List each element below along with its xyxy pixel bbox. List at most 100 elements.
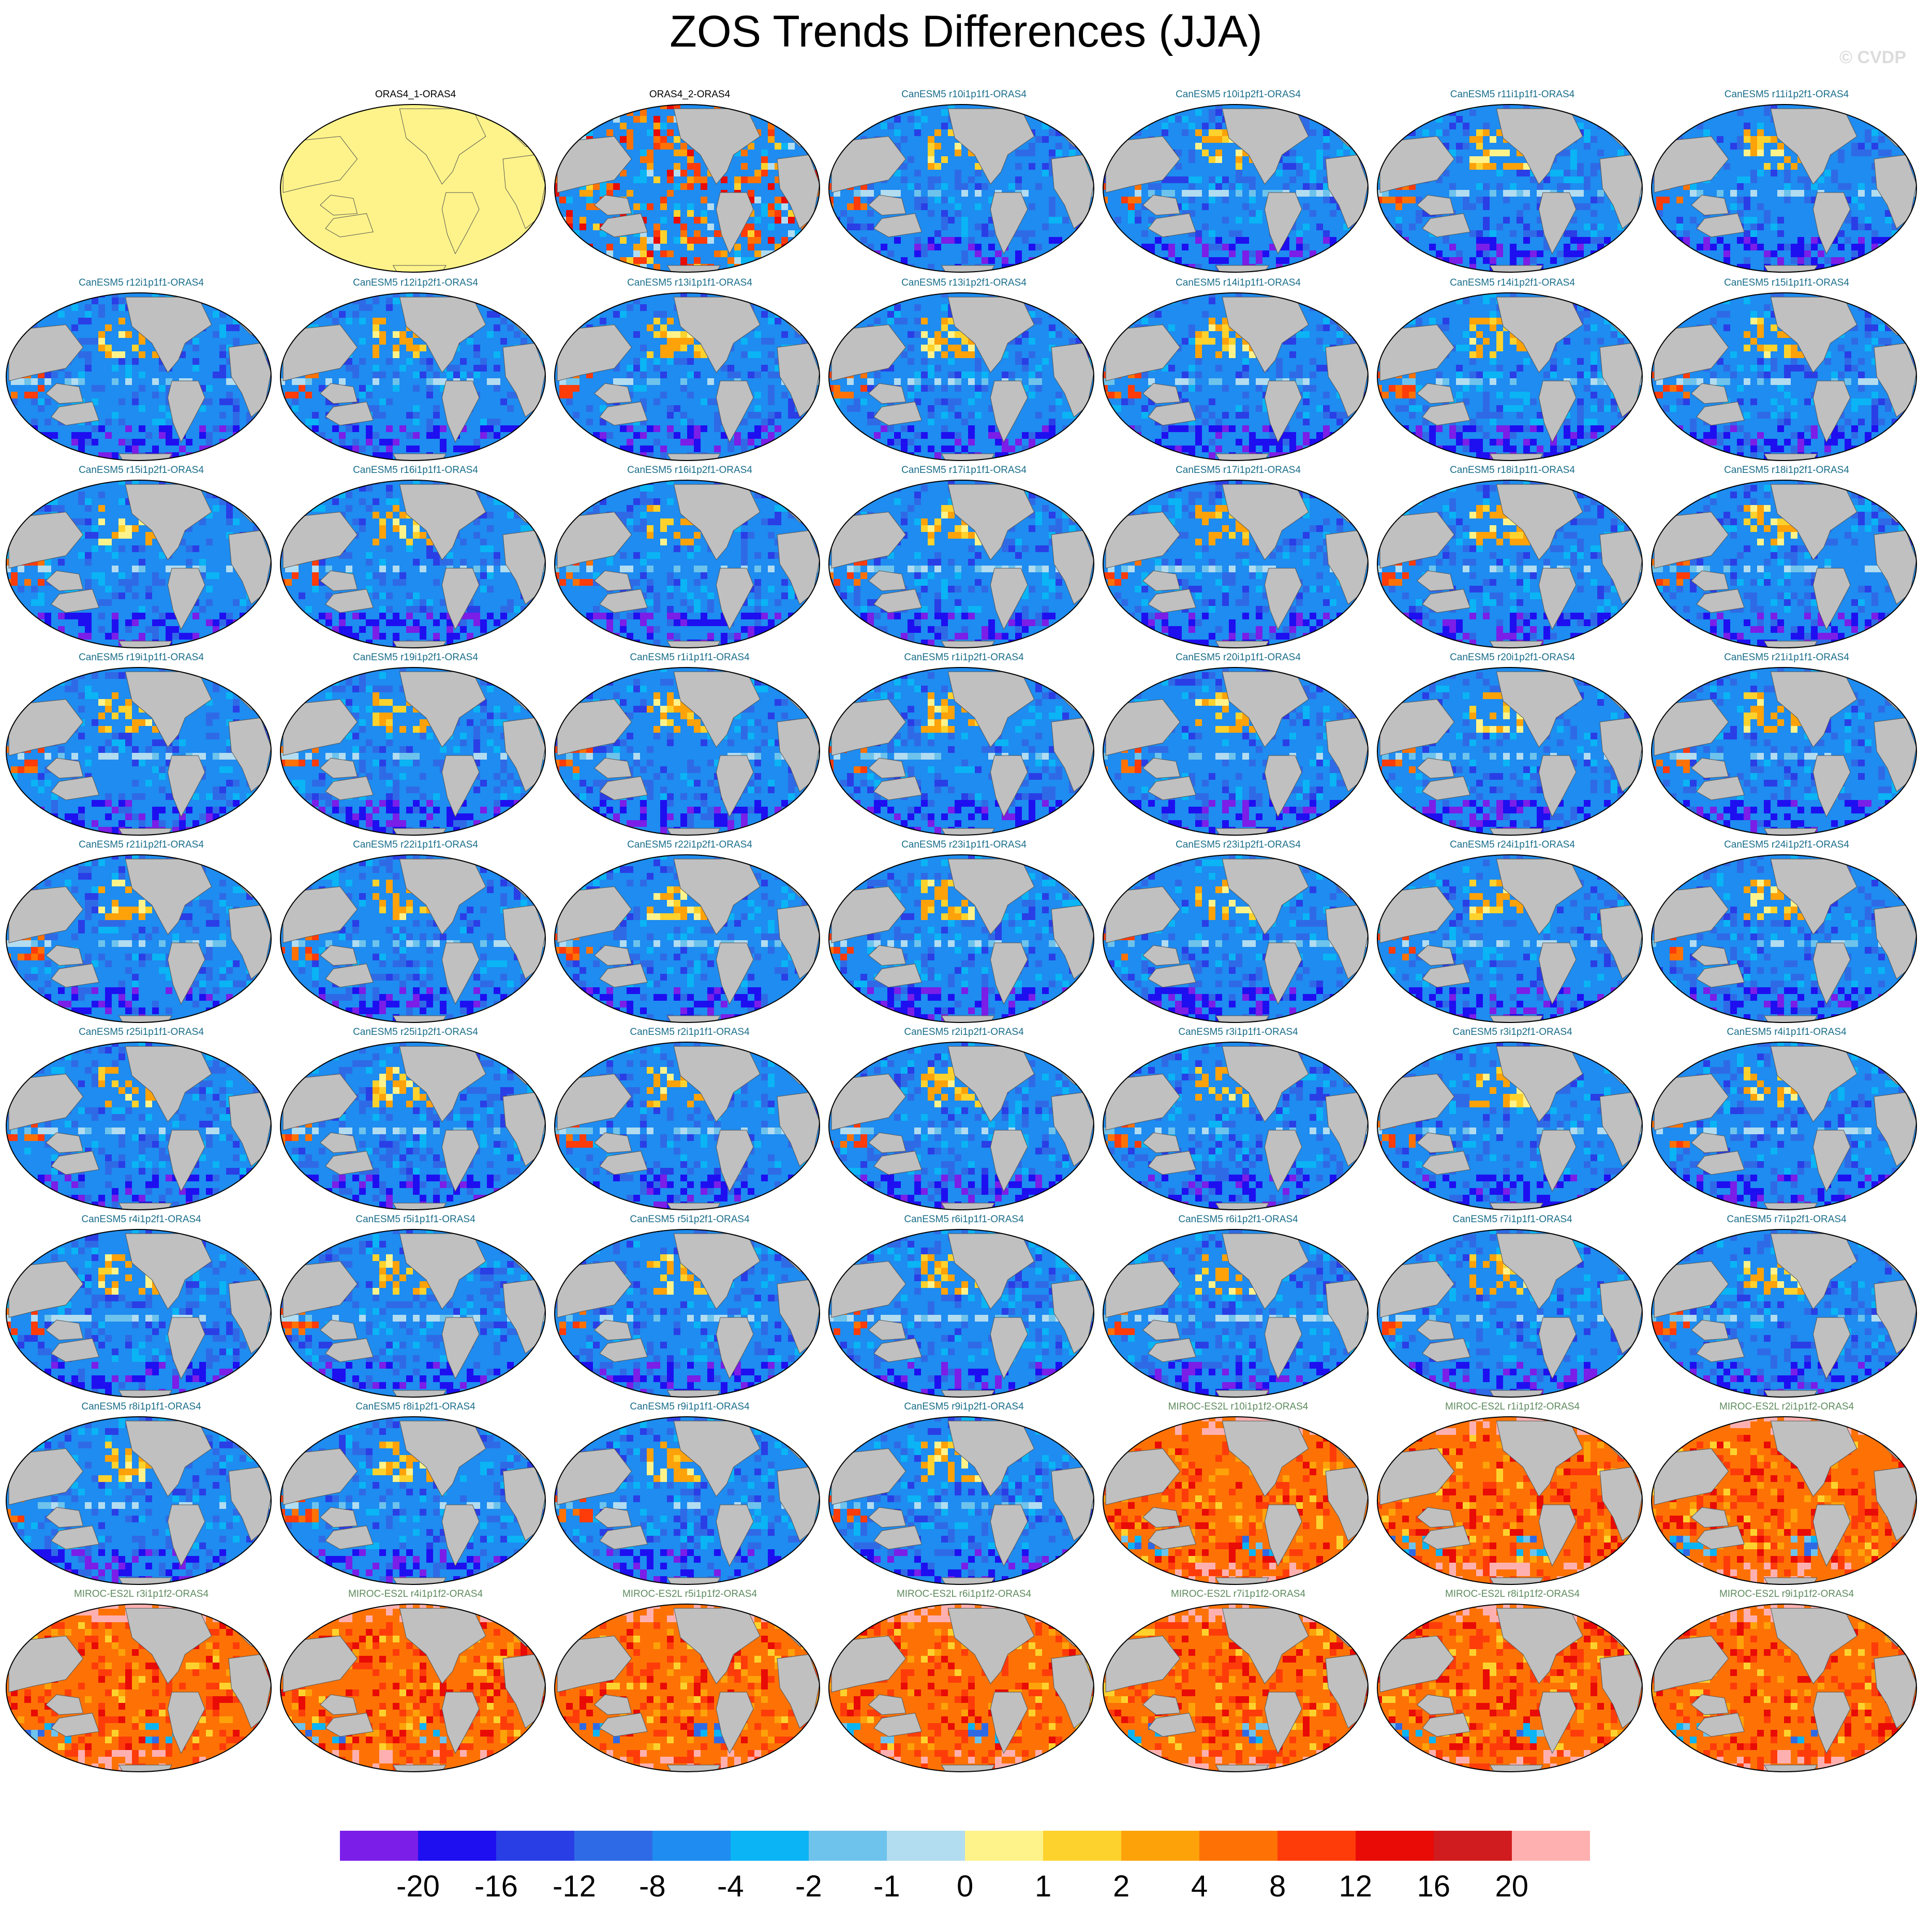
continent [716, 568, 754, 630]
map-panel: CanESM5 r23i1p2f1-ORAS4 [1101, 839, 1375, 1028]
continent [1148, 402, 1196, 426]
trend-map [1103, 480, 1369, 648]
continent [441, 942, 480, 1005]
map-panel: CanESM5 r3i1p2f1-ORAS4 [1375, 1027, 1649, 1215]
continent [666, 1015, 721, 1022]
continent [868, 1507, 906, 1528]
continent [1812, 755, 1851, 818]
map-border [828, 1604, 1094, 1772]
continent [125, 296, 212, 373]
panel-title: CanESM5 r4i1p1f1-ORAS4 [1649, 1027, 1924, 1038]
continent [1763, 1390, 1818, 1397]
continent [594, 570, 632, 591]
continent [1763, 1577, 1818, 1584]
continent [557, 512, 632, 569]
panel-title: CanESM5 r11i1p1f1-ORAS4 [1375, 89, 1649, 100]
map-panel: CanESM5 r9i1p1f1-ORAS4 [553, 1401, 827, 1590]
map-border [1651, 1229, 1917, 1398]
continent [1812, 192, 1851, 255]
map-border [6, 1416, 272, 1585]
trend-map [1103, 104, 1369, 273]
continent [1222, 484, 1309, 560]
map-panel: CanESM5 r15i1p2f1-ORAS4 [4, 465, 278, 653]
map-border [1103, 667, 1369, 836]
map-border [1377, 104, 1643, 273]
continent [673, 858, 761, 935]
trend-map [280, 1229, 546, 1398]
continent [125, 484, 212, 560]
map-border [1377, 480, 1643, 648]
continent [1105, 1074, 1181, 1131]
continent [1417, 195, 1455, 216]
map-panel: CanESM5 r5i1p2f1-ORAS4 [553, 1214, 827, 1402]
continent [868, 1132, 906, 1153]
continent [167, 1317, 205, 1380]
continent [441, 1692, 480, 1754]
map-panel: CanESM5 r24i1p1f1-ORAS4 [1375, 839, 1649, 1028]
continent [1051, 1279, 1094, 1354]
continent [599, 1525, 648, 1550]
map-panel: CanESM5 r24i1p2f1-ORAS4 [1649, 839, 1924, 1028]
continent [777, 154, 820, 229]
continent [51, 963, 99, 988]
continent [594, 1694, 632, 1715]
continent [1422, 213, 1470, 238]
panel-title: ORAS4_2-ORAS4 [553, 89, 827, 100]
continent [320, 1132, 358, 1153]
map-border [554, 104, 820, 273]
map-border [1103, 1604, 1369, 1772]
continent [399, 1233, 486, 1310]
map-border [828, 1229, 1094, 1398]
continent [941, 1015, 995, 1022]
continent [1496, 1420, 1583, 1497]
continent [594, 1507, 632, 1528]
continent [167, 755, 205, 818]
continent [392, 1764, 447, 1772]
trend-map [1651, 1604, 1917, 1772]
continent [831, 324, 906, 381]
continent [947, 671, 1035, 748]
map-panel: CanESM5 r22i1p2f1-ORAS4 [553, 839, 827, 1028]
continent [51, 776, 99, 800]
continent [1763, 453, 1818, 461]
continent [1496, 1046, 1583, 1122]
continent [502, 1466, 545, 1541]
continent [1264, 192, 1302, 255]
continent [673, 1608, 761, 1684]
continent [118, 828, 172, 835]
map-border [6, 292, 272, 461]
continent [1417, 1694, 1455, 1715]
panel-title: CanESM5 r14i1p2f1-ORAS4 [1375, 277, 1649, 289]
continent [320, 383, 358, 404]
continent [599, 1338, 648, 1362]
map-panel: CanESM5 r14i1p2f1-ORAS4 [1375, 277, 1649, 466]
continent [990, 1317, 1028, 1380]
map-panel: MIROC-ES2L r1i1p1f2-ORAS4 [1375, 1401, 1649, 1590]
map-panel: CanESM5 r21i1p1f1-ORAS4 [1649, 652, 1924, 840]
continent [502, 1654, 545, 1729]
panel-title: MIROC-ES2L r7i1p1f2-ORAS4 [1101, 1589, 1375, 1600]
continent [118, 1577, 172, 1584]
colorbar-label: 12 [1339, 1869, 1373, 1904]
continent [1264, 380, 1302, 443]
continent [1812, 1317, 1851, 1380]
continent [557, 1448, 632, 1505]
panel-title: CanESM5 r4i1p2f1-ORAS4 [4, 1214, 278, 1225]
colorbar-box [652, 1831, 731, 1861]
continent [666, 265, 721, 272]
panel-title: CanESM5 r13i1p1f1-ORAS4 [553, 277, 827, 289]
continent [1874, 154, 1916, 229]
continent [716, 192, 754, 255]
continent [441, 755, 480, 818]
continent [1417, 383, 1455, 404]
panel-title: CanESM5 r24i1p2f1-ORAS4 [1649, 839, 1924, 851]
continent [125, 671, 212, 748]
continent [1770, 671, 1857, 748]
map-panel: CanESM5 r1i1p2f1-ORAS4 [827, 652, 1101, 840]
continent [1489, 265, 1543, 272]
map-panel: CanESM5 r6i1p1f1-ORAS4 [827, 1214, 1101, 1402]
continent [1654, 512, 1729, 569]
continent [325, 589, 374, 613]
trend-map [1103, 854, 1369, 1023]
continent [1599, 1279, 1642, 1354]
